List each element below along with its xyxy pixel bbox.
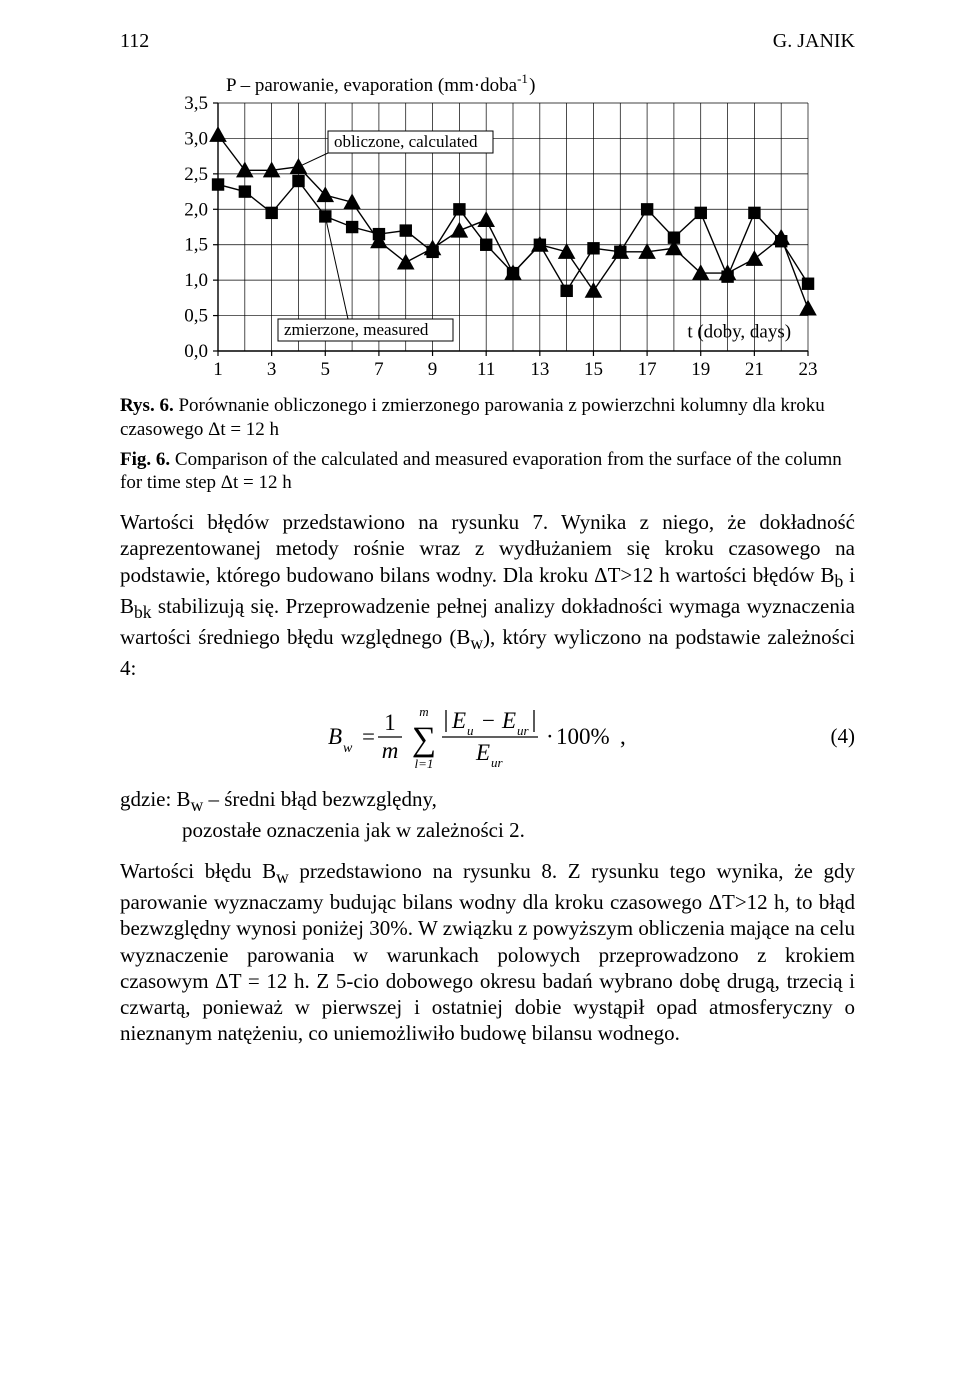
svg-text:E: E xyxy=(501,708,516,733)
svg-text:21: 21 xyxy=(744,359,763,380)
svg-text:1,5: 1,5 xyxy=(184,235,208,256)
running-head: G. JANIK xyxy=(773,30,855,53)
svg-text:7: 7 xyxy=(374,359,384,380)
equation-number: (4) xyxy=(831,724,856,749)
svg-text:-1: -1 xyxy=(517,73,528,86)
svg-text:E: E xyxy=(451,708,466,733)
caption-en: Fig. 6. Comparison of the calculated and… xyxy=(120,448,855,496)
svg-text:15: 15 xyxy=(583,359,602,380)
running-header: 112 G. JANIK xyxy=(120,30,855,53)
caption-pl-head: Rys. 6. xyxy=(120,395,174,416)
where-lead-rest: – średni błąd bezwzględny, xyxy=(203,787,437,811)
svg-text:): ) xyxy=(529,75,535,96)
chart-svg: 0,00,51,01,52,02,53,03,51357911131517192… xyxy=(148,73,828,383)
paragraph-2: Wartości błędu Bw przedstawiono na rysun… xyxy=(120,858,855,1047)
svg-text:=: = xyxy=(362,724,375,749)
svg-text:zmierzone, measured: zmierzone, measured xyxy=(284,320,429,339)
svg-text:9: 9 xyxy=(427,359,437,380)
svg-text:m: m xyxy=(419,704,428,719)
caption-pl: Rys. 6. Porównanie obliczonego i zmierzo… xyxy=(120,394,855,442)
svg-text:u: u xyxy=(467,723,474,738)
where-line1: gdzie: Bw – średni błąd bezwzględny, xyxy=(120,786,855,817)
svg-text:100%: 100% xyxy=(556,724,610,749)
p1-sub1: b xyxy=(834,571,843,591)
svg-text:obliczone, calculated: obliczone, calculated xyxy=(334,132,478,151)
svg-text:t (doby, days): t (doby, days) xyxy=(687,321,791,342)
where-block: gdzie: Bw – średni błąd bezwzględny, poz… xyxy=(120,786,855,844)
where-lead: gdzie: B xyxy=(120,787,191,811)
svg-text:23: 23 xyxy=(798,359,817,380)
svg-text:11: 11 xyxy=(477,359,495,380)
svg-text:l=1: l=1 xyxy=(414,756,433,771)
svg-text:E: E xyxy=(475,740,490,765)
svg-text:w: w xyxy=(343,741,353,756)
svg-text:,: , xyxy=(620,724,626,749)
caption-block: Rys. 6. Porównanie obliczonego i zmierzo… xyxy=(120,394,855,495)
page: 112 G. JANIK 0,00,51,01,52,02,53,03,5135… xyxy=(0,0,960,1395)
p1-a: Wartości błędów przedstawiono na rysunku… xyxy=(120,510,855,587)
where-line2: pozostałe oznaczenia jak w zależności 2. xyxy=(120,817,855,844)
svg-text:5: 5 xyxy=(320,359,330,380)
svg-text:3,5: 3,5 xyxy=(184,93,208,114)
chart-figure-6: 0,00,51,01,52,02,53,03,51357911131517192… xyxy=(148,73,828,388)
svg-text:3: 3 xyxy=(266,359,276,380)
svg-text:1,0: 1,0 xyxy=(184,270,208,291)
equation-4: Bw=1m∑ml=1Eu−EurEur·100% , (4) xyxy=(120,702,855,772)
svg-text:ur: ur xyxy=(517,723,530,738)
svg-text:P – parowanie, evaporation (mm: P – parowanie, evaporation (mm·doba xyxy=(226,75,518,96)
caption-en-text: Comparison of the calculated and measure… xyxy=(120,449,842,494)
p2-sub: w xyxy=(276,867,289,887)
p2-rest: przedstawiono na rysunku 8. Z rysunku te… xyxy=(120,859,855,1045)
paragraph-1: Wartości błędów przedstawiono na rysunku… xyxy=(120,509,855,681)
caption-en-head: Fig. 6. xyxy=(120,449,170,470)
page-number: 112 xyxy=(120,30,149,53)
where-lead-sub: w xyxy=(191,795,204,815)
svg-text:2,0: 2,0 xyxy=(184,199,208,220)
svg-text:∑: ∑ xyxy=(411,721,435,758)
p2-a: Wartości błędu B xyxy=(120,859,276,883)
svg-text:0,0: 0,0 xyxy=(184,341,208,362)
svg-text:·: · xyxy=(546,724,554,749)
svg-text:3,0: 3,0 xyxy=(184,128,208,149)
svg-text:−: − xyxy=(482,708,495,733)
svg-text:1: 1 xyxy=(213,359,223,380)
svg-text:ur: ur xyxy=(491,755,504,770)
svg-text:1: 1 xyxy=(384,710,396,735)
svg-text:B: B xyxy=(328,724,342,749)
p1-sub2: bk xyxy=(134,602,152,622)
svg-text:13: 13 xyxy=(530,359,549,380)
svg-text:2,5: 2,5 xyxy=(184,164,208,185)
equation-svg: Bw=1m∑ml=1Eu−EurEur·100% , xyxy=(328,702,648,772)
svg-text:0,5: 0,5 xyxy=(184,306,208,327)
svg-text:m: m xyxy=(381,738,398,763)
svg-text:19: 19 xyxy=(691,359,710,380)
caption-pl-text: Porównanie obliczonego i zmierzonego par… xyxy=(120,395,825,440)
svg-text:17: 17 xyxy=(637,359,656,380)
p1-sub3: w xyxy=(470,633,483,653)
